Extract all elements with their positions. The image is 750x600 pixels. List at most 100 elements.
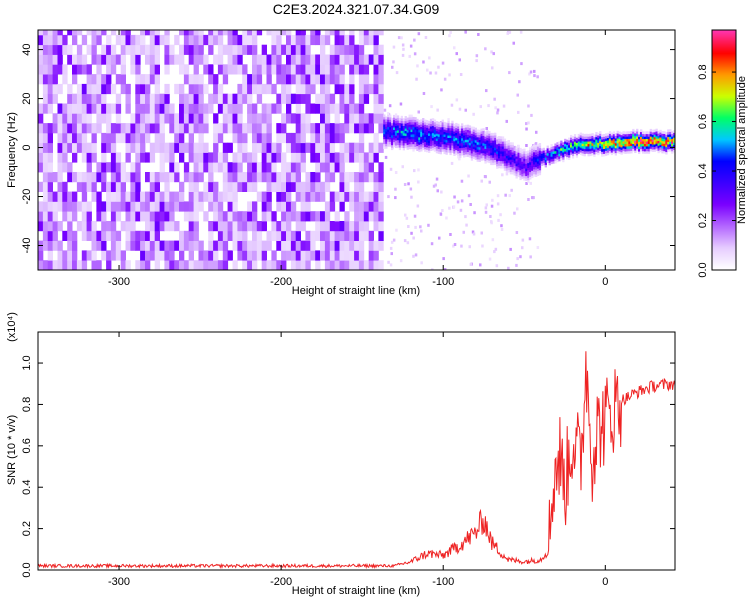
spectrogram-cell (315, 181, 321, 192)
spectrogram-cell (106, 260, 112, 270)
spectrogram-cell (554, 155, 557, 159)
spectrogram-cell (271, 142, 277, 153)
spectrogram-cell (550, 144, 553, 147)
spectrogram-cell (558, 141, 561, 145)
spectrogram-cell (669, 148, 672, 152)
spectrogram-cell (643, 143, 647, 147)
snr-frame (37, 331, 676, 571)
spectrogram-cell (305, 93, 311, 104)
spectrogram-cell (52, 34, 58, 46)
spectrogram-cell (455, 127, 458, 131)
spectrogram-cell (453, 138, 456, 142)
spectrogram-cell (305, 230, 311, 241)
spectrogram-cell (435, 123, 439, 127)
spectrogram-cell (145, 240, 151, 251)
spectrogram-cell (443, 151, 446, 155)
spectrogram-cell (520, 62, 523, 66)
spectrogram-cell (643, 131, 647, 135)
spectrogram-cell (154, 54, 160, 65)
spectrogram-cell (47, 123, 53, 134)
spectrogram-cell (636, 133, 639, 137)
spectrogram-cell (130, 162, 136, 173)
spectrogram-cell (507, 159, 510, 163)
spectrogram-cell (472, 143, 475, 147)
spectrogram-cell (653, 149, 656, 152)
x-tick-label: -200 (270, 276, 292, 288)
spectrogram-cell (558, 143, 561, 147)
spectrogram-cell (86, 211, 92, 222)
spectrogram-cell (203, 152, 209, 163)
spectrogram-cell (145, 250, 151, 261)
spectrogram-cell (404, 135, 407, 139)
spectrogram-cell (396, 122, 400, 126)
spectrogram-cell (595, 144, 598, 147)
spectrogram-cell (101, 162, 107, 173)
x-tick-label: 0 (602, 576, 608, 588)
spectrogram-cell (213, 191, 219, 202)
spectrogram-cell (657, 147, 660, 151)
spectrogram-cell (597, 137, 600, 141)
spectrogram-cell (449, 145, 452, 148)
spectrogram-cell (47, 103, 53, 114)
spectrogram-cell (135, 201, 141, 212)
spectrogram-cell (571, 155, 575, 159)
spectrogram-cell (521, 158, 524, 162)
spectrogram-cell (391, 147, 394, 151)
spectrogram-cell (461, 123, 464, 127)
spectrogram-cell (665, 151, 668, 155)
spectrogram-cell (290, 64, 297, 75)
spectrogram-cell (120, 30, 126, 36)
spectrogram-cell (447, 135, 450, 138)
spectrogram-cell (324, 142, 331, 153)
spectrogram-cell (500, 228, 504, 231)
spectrogram-cell (76, 201, 83, 212)
spectrogram-cell (647, 143, 651, 147)
spectrogram-cell (203, 260, 209, 270)
spectrogram-cell (451, 135, 454, 139)
spectrogram-cell (72, 152, 78, 163)
spectrogram-cell (164, 93, 170, 104)
spectrogram-cell (81, 211, 88, 222)
spectrogram-cell (164, 172, 170, 183)
spectrogram-cell (435, 121, 439, 124)
spectrogram-cell (663, 143, 666, 147)
x-tick-label: -300 (108, 276, 130, 288)
spectrogram-cell (496, 156, 499, 159)
spectrogram-cell (548, 150, 551, 154)
spectrogram-cell (385, 128, 388, 132)
spectrogram-cell (463, 140, 466, 143)
spectrogram-cell (540, 153, 544, 157)
spectrogram-cell (461, 150, 464, 153)
spectrogram-cell (266, 64, 272, 75)
spectrogram-cell (402, 128, 405, 131)
spectrogram-cell (632, 148, 635, 152)
spectrogram-cell (208, 191, 214, 202)
spectrogram-cell (383, 108, 387, 112)
spectrogram-cell (281, 83, 287, 95)
spectrogram-cell (622, 138, 625, 142)
spectrogram-cell (439, 151, 442, 155)
spectrogram-cell (261, 152, 267, 163)
colorbar-cell (712, 34, 736, 37)
spectrogram-cell (528, 237, 532, 241)
spectrogram-cell (281, 211, 287, 222)
spectrogram-cell (76, 142, 83, 153)
spectrogram-cell (641, 143, 645, 147)
spectrogram-cell (570, 147, 573, 150)
spectrogram-cell (42, 123, 49, 134)
spectrogram-cell (416, 121, 419, 125)
spectrogram-cell (320, 54, 326, 65)
spectrogram-cell (385, 119, 388, 122)
colorbar-cell (712, 154, 736, 157)
spectrogram-cell (42, 64, 49, 75)
spectrogram-cell (482, 135, 485, 139)
spectrogram-cell (106, 230, 112, 241)
spectrogram-cell (266, 162, 272, 173)
spectrogram-cell (410, 146, 413, 150)
spectrogram-cell (72, 142, 78, 153)
spectrogram-cell (448, 206, 451, 210)
spectrogram-cell (418, 137, 421, 140)
spectrogram-cell (410, 119, 413, 123)
spectrogram-cell (515, 263, 518, 267)
spectrogram-cell (383, 141, 386, 145)
